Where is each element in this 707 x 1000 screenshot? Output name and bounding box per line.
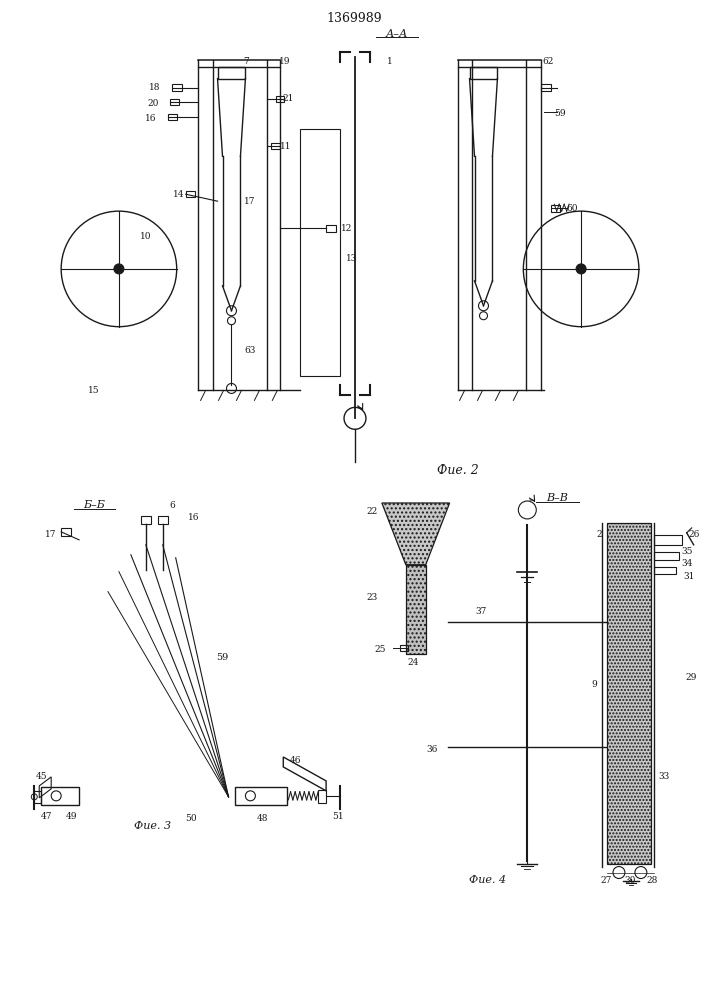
Text: 25: 25	[374, 645, 385, 654]
Text: 45: 45	[35, 772, 47, 781]
Bar	[168, 114, 177, 120]
Text: Фие. 2: Фие. 2	[437, 464, 479, 477]
Bar	[271, 143, 280, 149]
Text: 9: 9	[591, 680, 597, 689]
Text: 35: 35	[681, 547, 692, 556]
Bar	[172, 84, 182, 91]
Text: 16: 16	[188, 513, 199, 522]
Text: 27: 27	[600, 876, 612, 885]
Text: 59: 59	[554, 109, 566, 118]
Text: 1: 1	[387, 57, 392, 66]
Polygon shape	[406, 565, 426, 654]
Bar	[61, 528, 71, 536]
Bar	[170, 99, 179, 105]
Text: 12: 12	[341, 224, 353, 233]
Text: 31: 31	[683, 572, 694, 581]
Bar	[141, 516, 151, 524]
Bar	[551, 205, 560, 212]
Text: 10: 10	[140, 232, 151, 241]
Text: 11: 11	[279, 142, 291, 151]
Bar	[654, 535, 682, 545]
Text: 62: 62	[542, 57, 554, 66]
Text: 24: 24	[407, 658, 419, 667]
Text: 37: 37	[476, 607, 487, 616]
Bar	[469, 67, 498, 79]
Bar	[186, 191, 194, 197]
Text: Б–Б: Б–Б	[83, 500, 105, 510]
Circle shape	[114, 264, 124, 274]
Bar	[276, 96, 284, 102]
Bar	[400, 645, 408, 651]
Text: 20: 20	[147, 99, 158, 108]
Text: 17: 17	[244, 197, 255, 206]
Text: 6: 6	[170, 501, 175, 510]
Text: А–А: А–А	[385, 29, 408, 39]
Text: 18: 18	[149, 83, 160, 92]
Text: 48: 48	[257, 814, 268, 823]
Bar	[654, 552, 679, 560]
Bar	[654, 567, 676, 574]
Circle shape	[576, 264, 586, 274]
Text: 13: 13	[346, 254, 358, 263]
Text: 28: 28	[646, 876, 658, 885]
Bar	[34, 791, 41, 803]
Bar	[318, 790, 326, 803]
Text: 16: 16	[145, 114, 156, 123]
Bar	[158, 516, 168, 524]
Text: 50: 50	[185, 814, 197, 823]
Text: 34: 34	[681, 559, 692, 568]
Text: Фие. 4: Фие. 4	[469, 875, 506, 885]
Text: 29: 29	[685, 673, 696, 682]
Bar	[326, 225, 336, 232]
Text: 49: 49	[65, 812, 77, 821]
Text: 19: 19	[279, 57, 290, 66]
Text: В–В: В–В	[547, 493, 568, 503]
Text: 59: 59	[216, 653, 228, 662]
Polygon shape	[382, 503, 450, 565]
Bar	[542, 84, 551, 91]
Text: 21: 21	[283, 94, 294, 103]
Text: 1369989: 1369989	[326, 12, 382, 25]
Text: 36: 36	[426, 745, 438, 754]
Bar	[218, 67, 245, 79]
Text: 7: 7	[243, 57, 250, 66]
Text: Фие. 3: Фие. 3	[134, 821, 171, 831]
Polygon shape	[607, 523, 651, 864]
Text: 23: 23	[366, 593, 378, 602]
Text: 30: 30	[624, 876, 636, 885]
Text: 33: 33	[658, 772, 670, 781]
Text: 51: 51	[332, 812, 344, 821]
Bar	[41, 787, 79, 805]
Text: 47: 47	[40, 812, 52, 821]
Text: 26: 26	[688, 530, 699, 539]
Text: 17: 17	[45, 530, 57, 539]
Text: 63: 63	[245, 346, 256, 355]
Text: 14: 14	[173, 190, 185, 199]
Bar	[235, 787, 287, 805]
Text: 2: 2	[596, 530, 602, 539]
Text: 15: 15	[88, 386, 100, 395]
Bar	[300, 129, 340, 376]
Text: 60: 60	[566, 204, 578, 213]
Text: 22: 22	[366, 507, 378, 516]
Text: 46: 46	[289, 756, 301, 765]
